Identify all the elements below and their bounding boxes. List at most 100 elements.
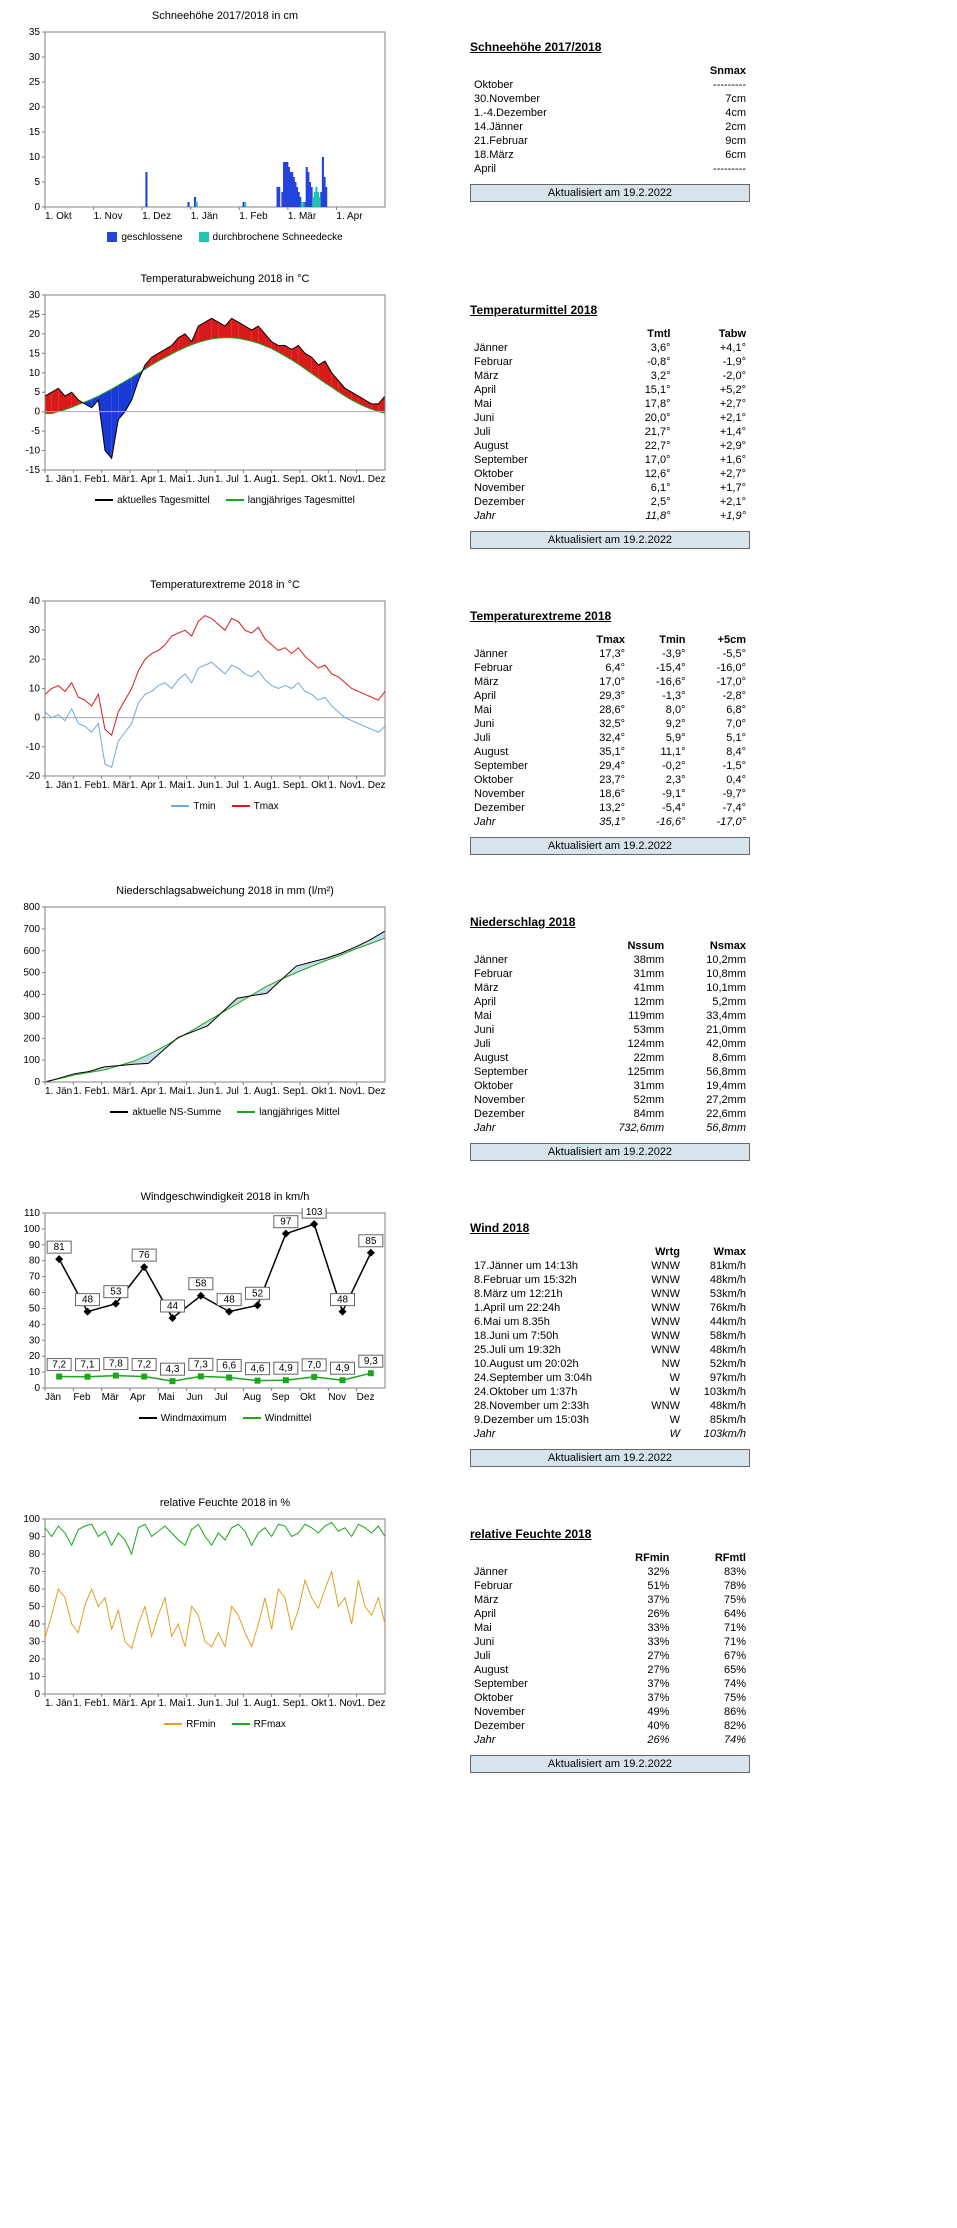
update-bar: Aktualisiert am 19.2.2022 — [470, 1755, 750, 1773]
svg-text:1. Sep: 1. Sep — [272, 474, 301, 485]
chart-legend: WindmaximumWindmittel — [10, 1413, 440, 1424]
svg-text:4,9: 4,9 — [279, 1363, 293, 1374]
svg-text:97: 97 — [280, 1217, 292, 1228]
svg-text:1. Jän: 1. Jän — [45, 1698, 72, 1709]
chart-title: Schneehöhe 2017/2018 in cm — [10, 10, 440, 22]
svg-text:Feb: Feb — [73, 1392, 91, 1403]
svg-text:1. Feb: 1. Feb — [73, 1698, 102, 1709]
table-row: April12mm5,2mm — [470, 995, 750, 1009]
chart-row: Windgeschwindigkeit 2018 in km/h 0102030… — [10, 1191, 957, 1467]
svg-text:30: 30 — [29, 1637, 41, 1648]
svg-text:20: 20 — [29, 329, 41, 340]
table-title: Wind 2018 — [470, 1221, 750, 1235]
table-row: Juli21,7°+1,4° — [470, 425, 750, 439]
table-row: 1.-4.Dezember4cm — [470, 106, 750, 120]
svg-text:52: 52 — [252, 1288, 264, 1299]
svg-text:40: 40 — [29, 1619, 41, 1630]
svg-text:Sep: Sep — [272, 1392, 290, 1403]
svg-text:1. Apr: 1. Apr — [336, 211, 363, 222]
table-total: JahrW103km/h — [470, 1427, 750, 1441]
svg-text:7,2: 7,2 — [52, 1360, 66, 1371]
svg-text:1. Jän: 1. Jän — [45, 474, 72, 485]
svg-text:20: 20 — [29, 654, 41, 665]
table-row: Mai17,8°+2,7° — [470, 397, 750, 411]
svg-text:1. Mai: 1. Mai — [158, 474, 185, 485]
svg-text:1. Nov: 1. Nov — [94, 211, 123, 222]
svg-text:25: 25 — [29, 77, 41, 88]
svg-text:1. Jun: 1. Jun — [187, 1698, 214, 1709]
table-row: Oktober--------- — [470, 78, 750, 92]
table-row: 28.November um 2:33hWNW48km/h — [470, 1399, 750, 1413]
table-row: April15,1°+5,2° — [470, 383, 750, 397]
svg-text:Jul: Jul — [215, 1392, 228, 1403]
data-table: TmaxTmin+5cmJänner17,3°-3,9°-5,5°Februar… — [470, 633, 750, 829]
table-row: November18,6°-9,1°-9,7° — [470, 787, 750, 801]
svg-text:60: 60 — [29, 1584, 41, 1595]
table-row: Mai28,6°8,0°6,8° — [470, 703, 750, 717]
table-row: April--------- — [470, 162, 750, 176]
table-row: März3,2°-2,0° — [470, 369, 750, 383]
table-row: April29,3°-1,3°-2,8° — [470, 689, 750, 703]
svg-text:100: 100 — [23, 1224, 40, 1235]
chart: 051015202530351. Okt1. Nov1. Dez1. Jän1.… — [10, 27, 440, 227]
svg-text:0: 0 — [34, 202, 40, 213]
table-row: 9.Dezember um 15:03hW85km/h — [470, 1413, 750, 1427]
svg-text:20: 20 — [29, 1351, 41, 1362]
svg-text:7,2: 7,2 — [137, 1360, 151, 1371]
update-bar: Aktualisiert am 19.2.2022 — [470, 837, 750, 855]
update-bar: Aktualisiert am 19.2.2022 — [470, 1143, 750, 1161]
data-table: WrtgWmax17.Jänner um 14:13hWNW81km/h8.Fe… — [470, 1245, 750, 1441]
svg-text:1. Jul: 1. Jul — [215, 1086, 239, 1097]
svg-text:1. Jän: 1. Jän — [191, 211, 218, 222]
table-title: Temperaturmittel 2018 — [470, 303, 750, 317]
svg-text:1. Sep: 1. Sep — [272, 1086, 301, 1097]
svg-text:0: 0 — [34, 407, 40, 418]
table-total: Jahr26%74% — [470, 1733, 750, 1747]
svg-text:Jän: Jän — [45, 1392, 61, 1403]
data-table: TmtlTabwJänner3,6°+4,1°Februar-0,8°-1,9°… — [470, 327, 750, 523]
chart-row: Temperaturabweichung 2018 in °C -15-10-5… — [10, 273, 957, 549]
svg-text:9,3: 9,3 — [364, 1356, 378, 1367]
table-row: Jänner32%83% — [470, 1565, 750, 1579]
svg-text:70: 70 — [29, 1272, 41, 1283]
chart-title: relative Feuchte 2018 in % — [10, 1497, 440, 1509]
svg-text:1. Dez: 1. Dez — [357, 1086, 386, 1097]
table-row: September125mm56,8mm — [470, 1065, 750, 1079]
table-row: Februar6,4°-15,4°-16,0° — [470, 661, 750, 675]
chart: -20-100102030401. Jän1. Feb1. Mär1. Apr1… — [10, 596, 440, 796]
table-row: November6,1°+1,7° — [470, 481, 750, 495]
svg-text:-10: -10 — [26, 742, 41, 753]
svg-text:35: 35 — [29, 27, 41, 38]
svg-text:Okt: Okt — [300, 1392, 316, 1403]
svg-text:1. Okt: 1. Okt — [45, 211, 72, 222]
svg-text:1. Feb: 1. Feb — [73, 1086, 102, 1097]
svg-text:1. Mär: 1. Mär — [102, 1698, 131, 1709]
table-row: März37%75% — [470, 1593, 750, 1607]
svg-text:53: 53 — [110, 1287, 122, 1298]
svg-text:20: 20 — [29, 102, 41, 113]
table-row: Oktober37%75% — [470, 1691, 750, 1705]
table-row: August27%65% — [470, 1663, 750, 1677]
svg-text:0: 0 — [34, 713, 40, 724]
table-row: Februar31mm10,8mm — [470, 967, 750, 981]
table-row: Juni53mm21,0mm — [470, 1023, 750, 1037]
data-table: SnmaxOktober---------30.November7cm1.-4.… — [470, 64, 750, 176]
svg-text:30: 30 — [29, 290, 41, 301]
svg-text:100: 100 — [23, 1055, 40, 1066]
svg-text:4,9: 4,9 — [336, 1363, 350, 1374]
svg-text:10: 10 — [29, 1672, 41, 1683]
table-row: 8.Februar um 15:32hWNW48km/h — [470, 1273, 750, 1287]
svg-text:20: 20 — [29, 1654, 41, 1665]
chart: 01020304050607080901001. Jän1. Feb1. Mär… — [10, 1514, 440, 1714]
svg-text:1. Apr: 1. Apr — [130, 474, 157, 485]
table-total: Jahr732,6mm56,8mm — [470, 1121, 750, 1135]
svg-text:1. Nov: 1. Nov — [328, 780, 357, 791]
chart: 0102030405060708090100110JänFebMärAprMai… — [10, 1208, 440, 1408]
svg-text:90: 90 — [29, 1532, 41, 1543]
svg-text:1. Nov: 1. Nov — [328, 474, 357, 485]
svg-text:-5: -5 — [31, 426, 40, 437]
svg-text:1. Jun: 1. Jun — [187, 780, 214, 791]
chart: -15-10-50510152025301. Jän1. Feb1. Mär1.… — [10, 290, 440, 490]
svg-text:50: 50 — [29, 1303, 41, 1314]
svg-text:Mär: Mär — [102, 1392, 120, 1403]
